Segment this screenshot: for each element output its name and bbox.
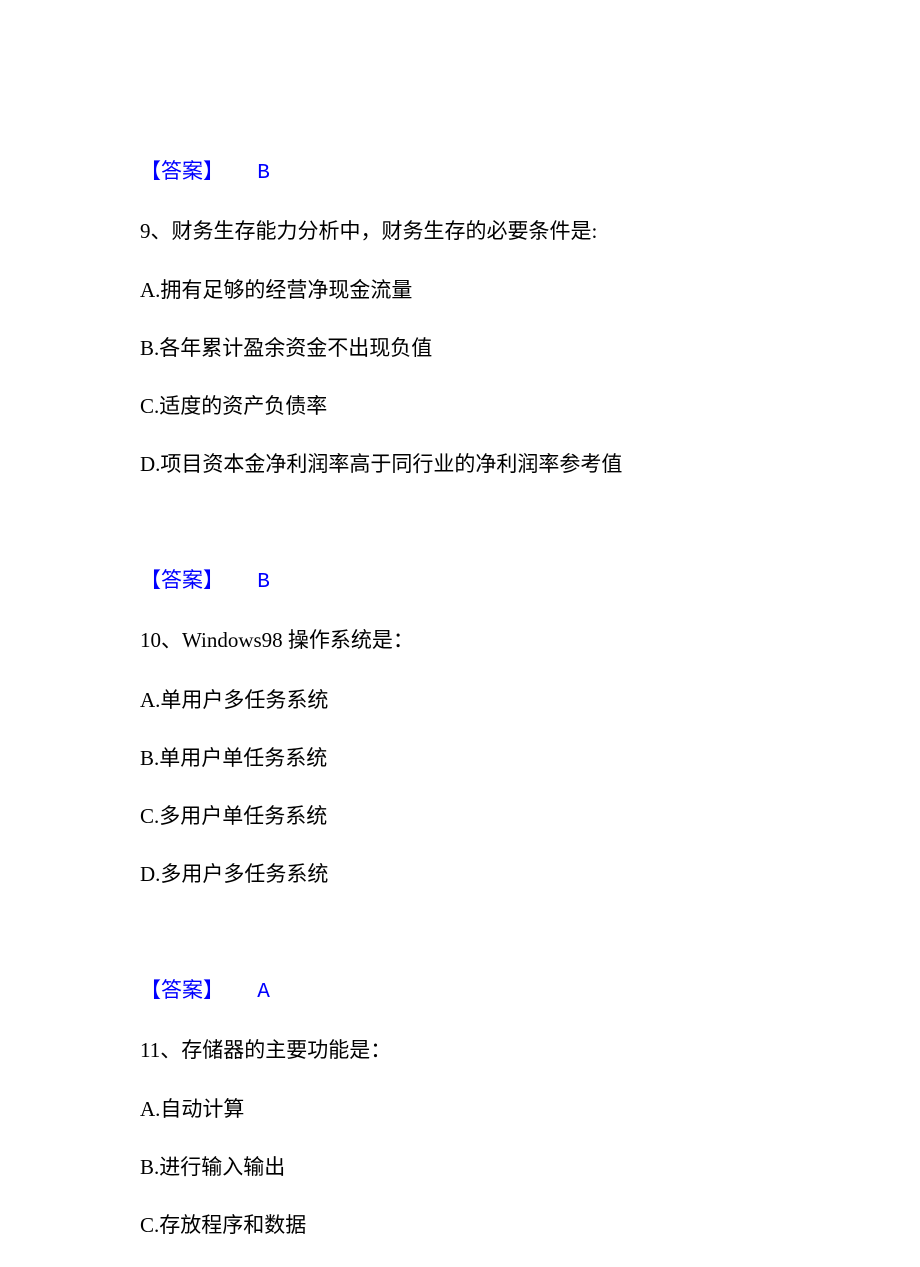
option-10-a: A.单用户多任务系统 (140, 684, 780, 714)
answer-label: 【答案】 (140, 159, 224, 183)
option-9-c: C.适度的资产负债率 (140, 390, 780, 420)
answer-value: B (257, 571, 270, 594)
question-10: 10、Windows98 操作系统是： (140, 626, 780, 655)
option-9-d: D.项目资本金净利润率高于同行业的净利润率参考值 (140, 448, 780, 478)
answer-line-8: 【答案】 B (140, 155, 780, 185)
answer-line-9: 【答案】 B (140, 564, 780, 594)
option-11-c: C.存放程序和数据 (140, 1209, 780, 1239)
option-10-b: B.单用户单任务系统 (140, 742, 780, 772)
question-9: 9、财务生存能力分析中，财务生存的必要条件是: (140, 217, 780, 246)
option-11-a: A.自动计算 (140, 1093, 780, 1123)
answer-value: A (257, 981, 270, 1004)
option-10-d: D.多用户多任务系统 (140, 858, 780, 888)
option-9-b: B.各年累计盈余资金不出现负值 (140, 332, 780, 362)
question-11: 11、存储器的主要功能是： (140, 1036, 780, 1065)
option-10-c: C.多用户单任务系统 (140, 800, 780, 830)
answer-line-10: 【答案】 A (140, 974, 780, 1004)
block-gap (140, 916, 780, 974)
answer-value: B (257, 162, 270, 185)
block-gap (140, 506, 780, 564)
answer-label: 【答案】 (140, 568, 224, 592)
option-9-a: A.拥有足够的经营净现金流量 (140, 274, 780, 304)
answer-label: 【答案】 (140, 978, 224, 1002)
option-11-b: B.进行输入输出 (140, 1151, 780, 1181)
document-content: 【答案】 B 9、财务生存能力分析中，财务生存的必要条件是: A.拥有足够的经营… (140, 155, 780, 1267)
